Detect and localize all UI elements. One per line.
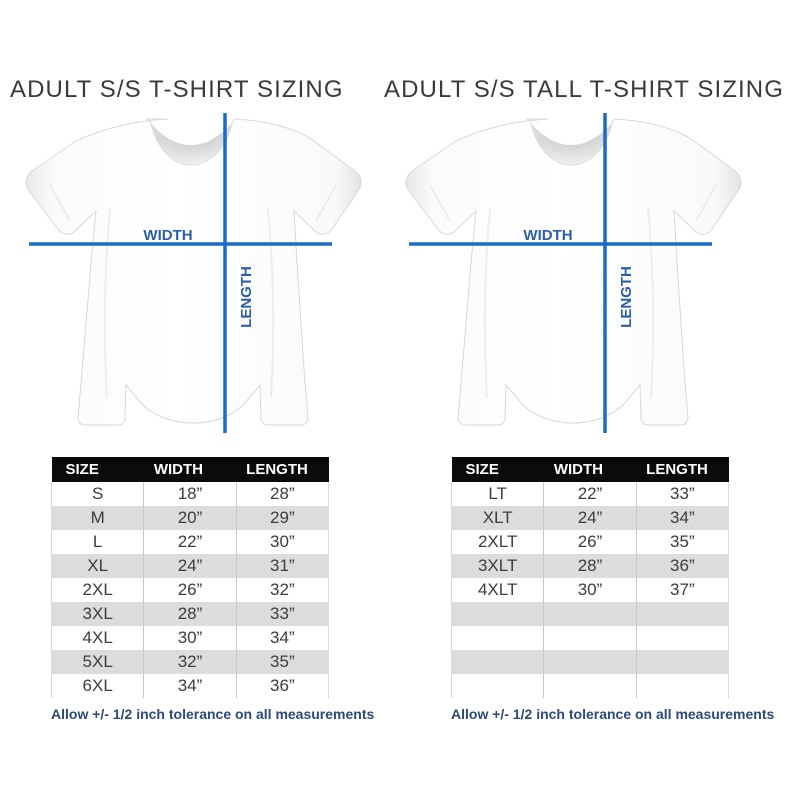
svg-text:LENGTH: LENGTH (618, 266, 635, 328)
svg-text:WIDTH: WIDTH (523, 227, 572, 244)
svg-text:LENGTH: LENGTH (238, 266, 255, 328)
svg-text:WIDTH: WIDTH (143, 227, 192, 244)
